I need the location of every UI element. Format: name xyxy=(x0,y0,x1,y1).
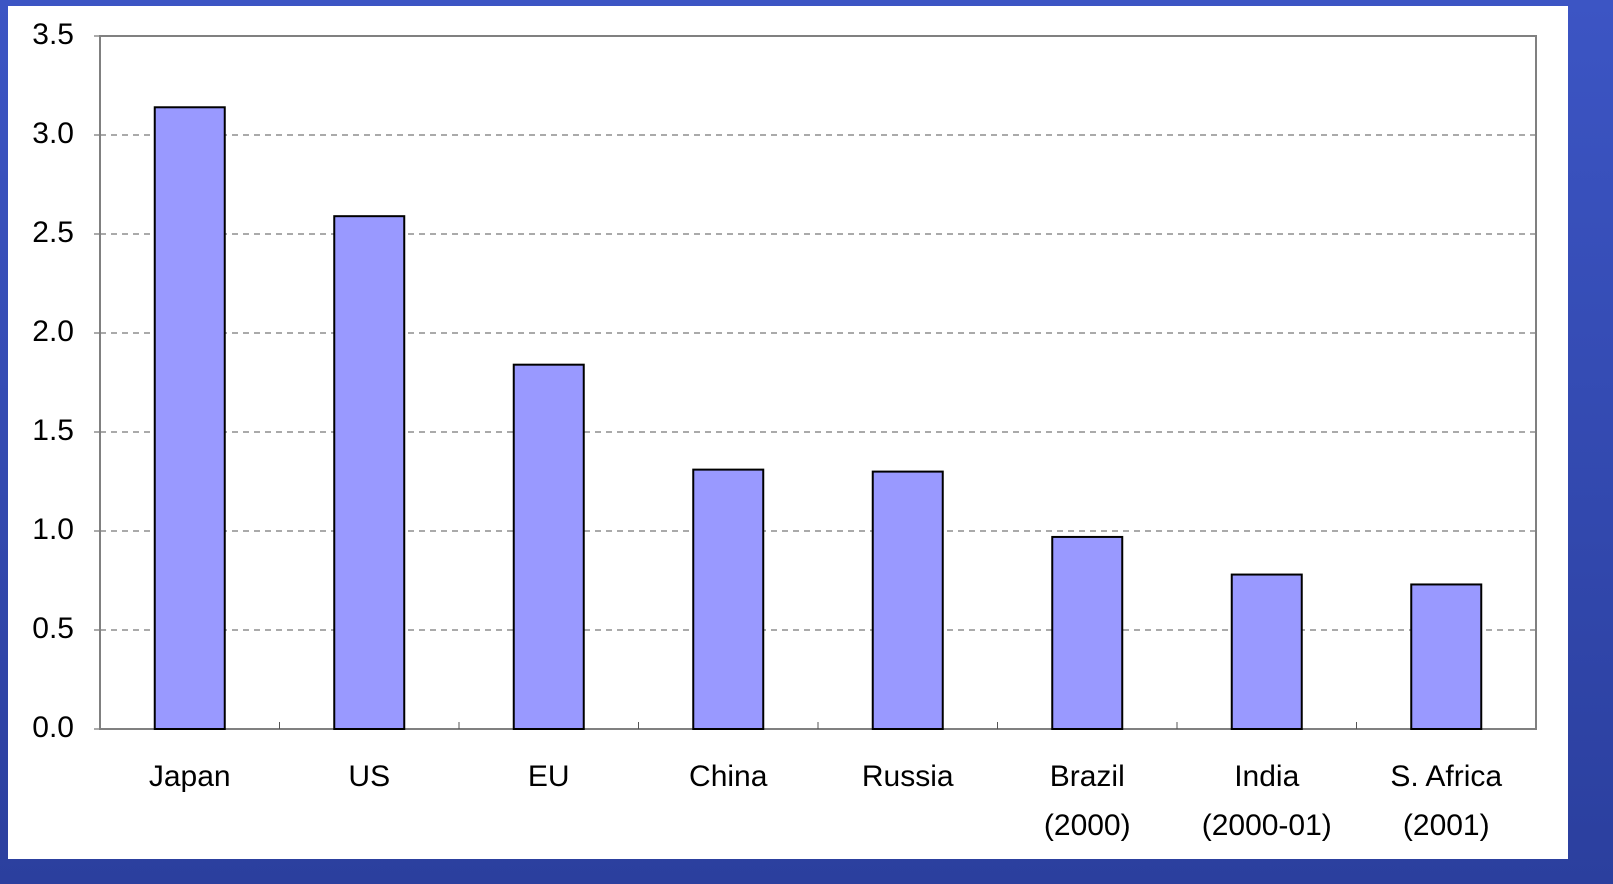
y-tick-label: 0.5 xyxy=(32,612,74,645)
bar xyxy=(512,363,585,730)
y-tick-label: 1.5 xyxy=(32,414,74,447)
y-tick-label: 1.0 xyxy=(32,513,74,546)
x-tick-label: Russia xyxy=(862,760,954,793)
y-tick-label: 2.0 xyxy=(32,315,74,348)
y-tick-label: 0.0 xyxy=(32,711,74,744)
x-tick-label: US xyxy=(348,760,390,793)
x-tick-label: S. Africa (2001) xyxy=(1390,760,1502,842)
bar xyxy=(153,106,226,730)
bar xyxy=(1230,573,1303,730)
bar xyxy=(871,470,944,730)
x-tick-label: China xyxy=(689,760,768,793)
bar xyxy=(692,468,765,730)
bar xyxy=(1051,535,1124,730)
y-tick-label: 3.0 xyxy=(32,117,74,150)
x-tick-label: Brazil (2000) xyxy=(1044,760,1131,842)
x-tick-label: EU xyxy=(528,760,570,793)
bar xyxy=(1410,583,1483,731)
bar xyxy=(333,215,406,730)
y-tick-label: 2.5 xyxy=(32,216,74,249)
x-tick-label: Japan xyxy=(149,760,231,793)
x-tick-label: India (2000-01) xyxy=(1202,760,1332,842)
y-tick-label: 3.5 xyxy=(32,18,74,51)
